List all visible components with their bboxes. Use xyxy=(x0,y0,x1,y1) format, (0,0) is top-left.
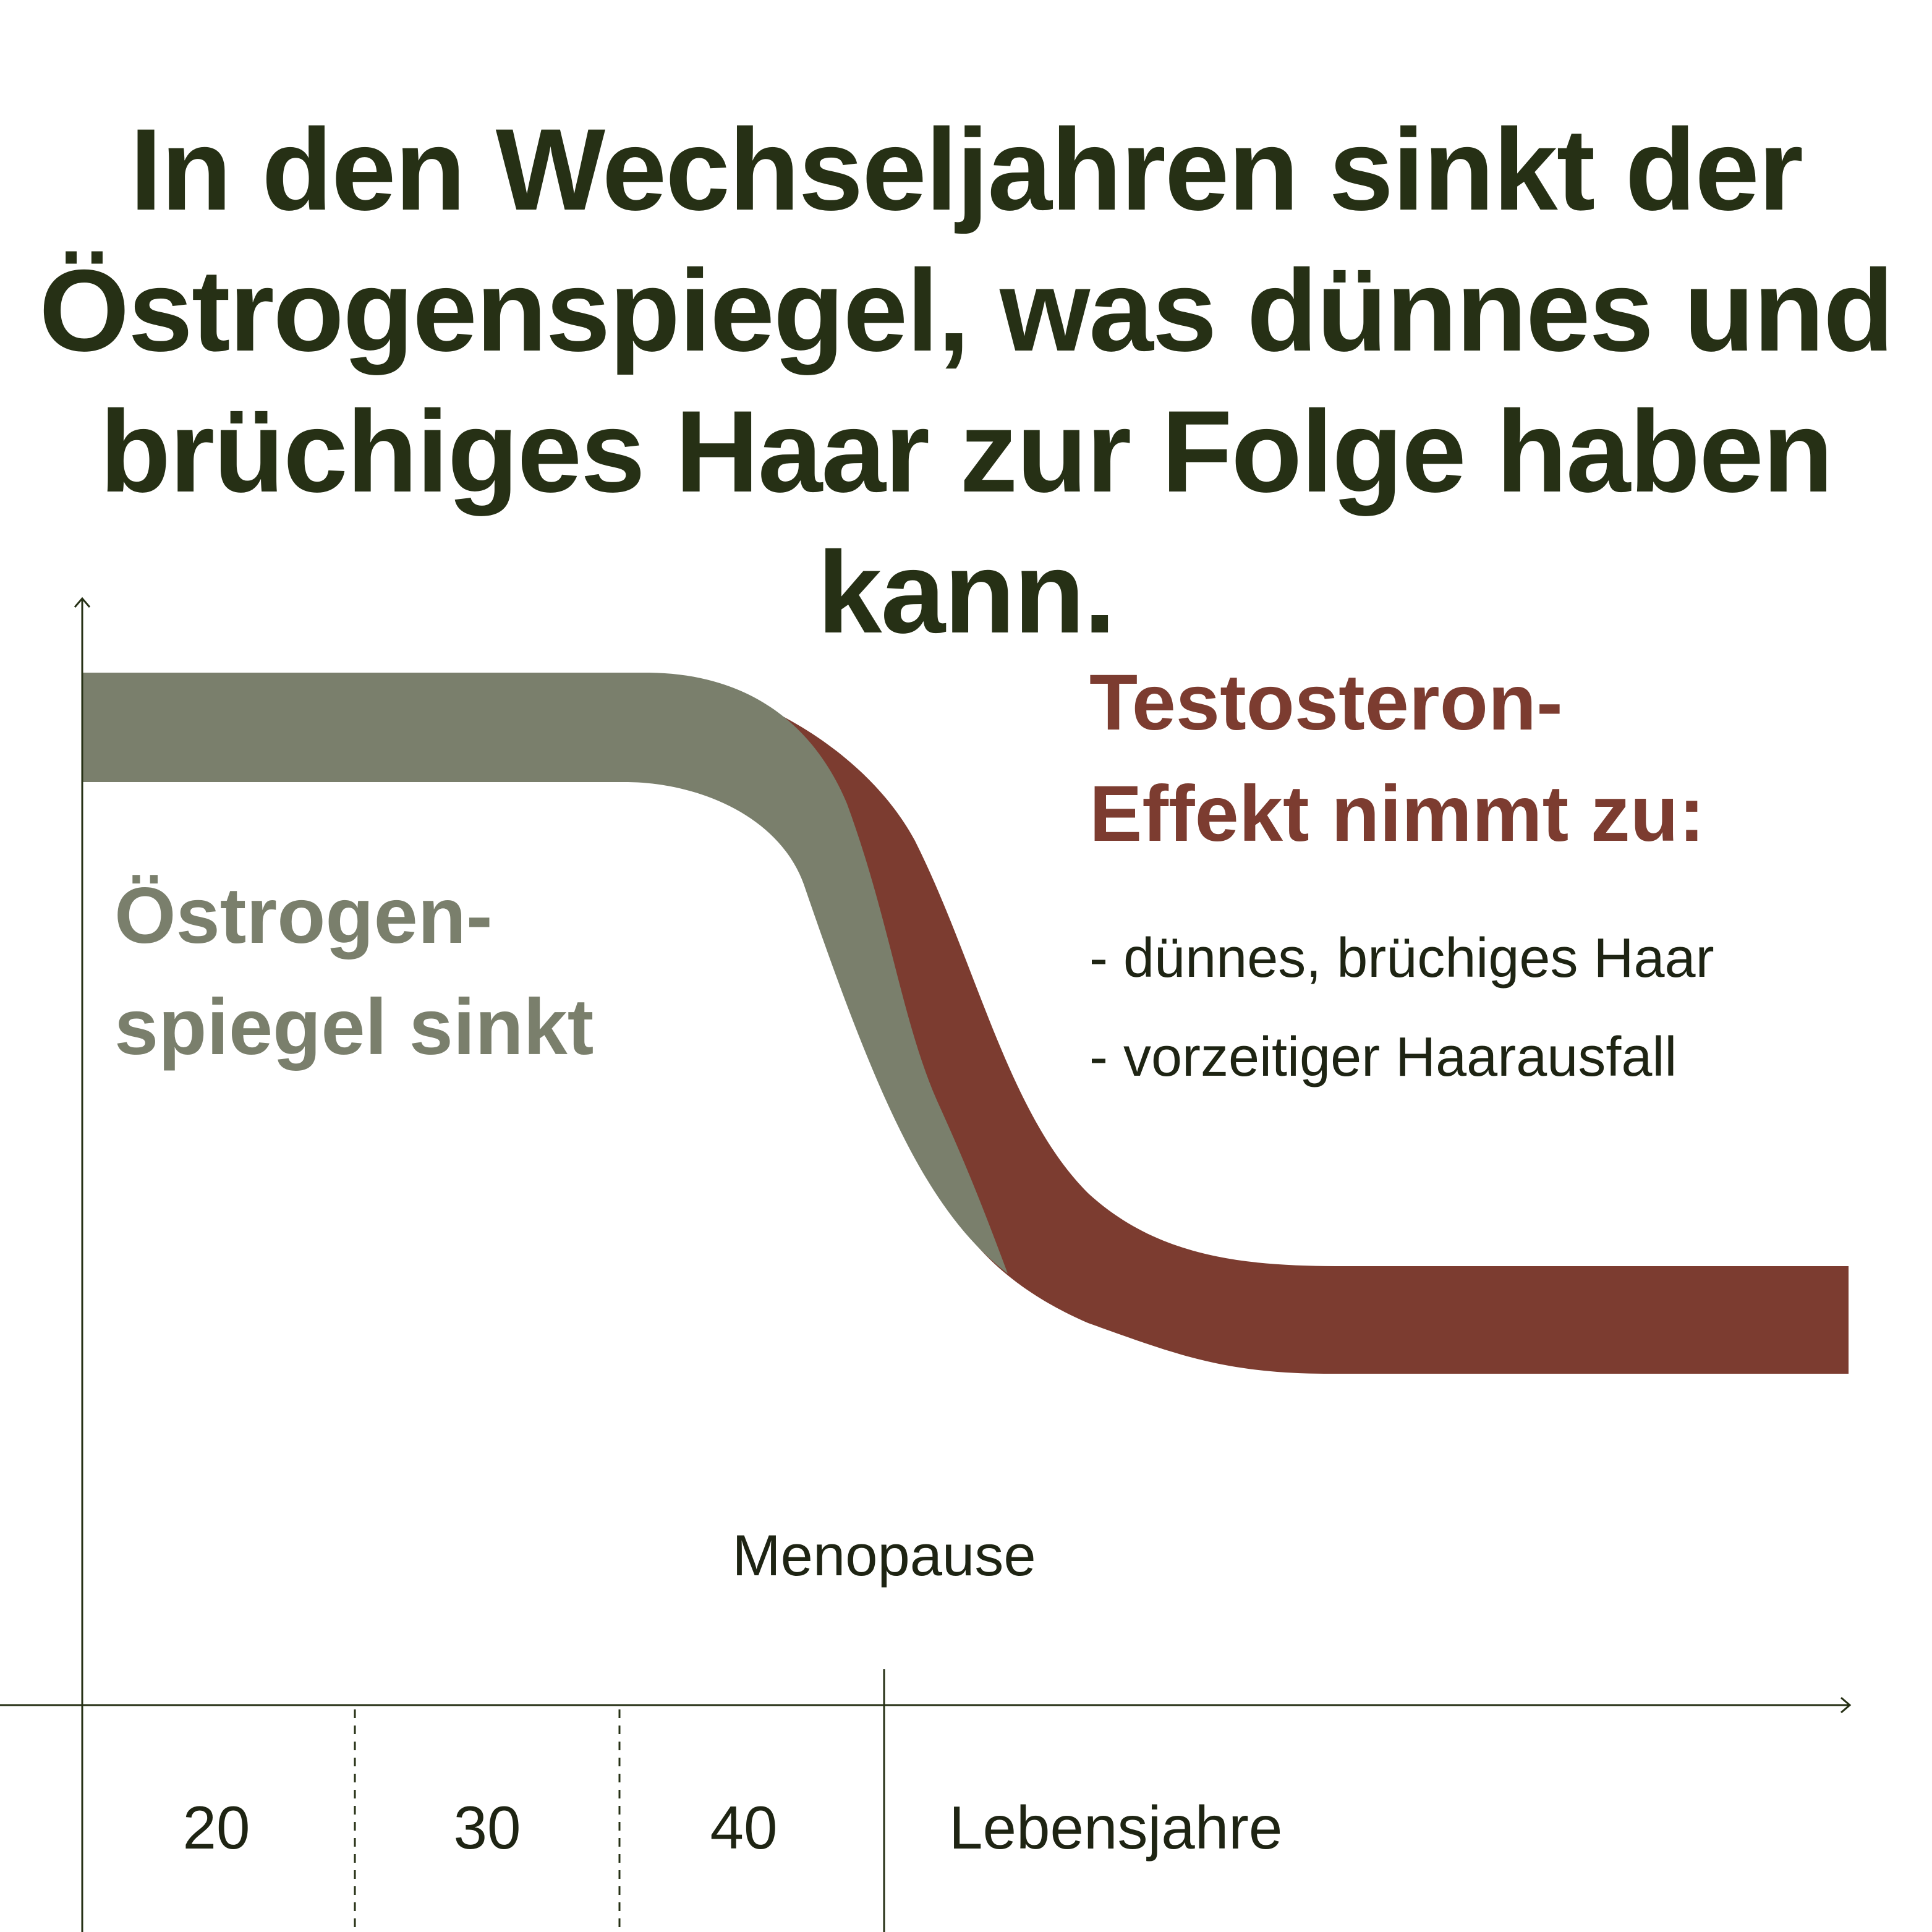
testosterone-label-line-2: Effekt nimmt zu: xyxy=(1089,770,1705,858)
headline-line-3: brüchiges Haar zur Folge haben kann. xyxy=(100,386,1833,657)
tick-label-40: 40 xyxy=(710,1794,777,1862)
headline-line-1: In den Wechseljahren sinkt der xyxy=(129,104,1803,234)
y-axis-arrow-icon xyxy=(74,597,91,608)
estrogen-label-line-1: Östrogen- xyxy=(114,872,493,960)
estrogen-label: Östrogen- spiegel sinkt xyxy=(114,872,594,1071)
effect-item-1: - dünnes, brüchiges Haar xyxy=(1089,927,1714,989)
estrogen-label-line-2: spiegel sinkt xyxy=(114,983,594,1071)
headline-line-2: Östrogenspiegel, was dünnes und xyxy=(39,245,1894,375)
testosterone-label-line-1: Testosteron- xyxy=(1089,658,1563,747)
estrogen-curve xyxy=(82,673,1008,1274)
x-axis-arrow-icon xyxy=(1841,1696,1852,1714)
effect-item-2: - vorzeitiger Haarausfall xyxy=(1089,1026,1677,1088)
headline: In den Wechseljahren sinkt der Östrogens… xyxy=(0,99,1932,663)
x-axis-label: Lebensjahre xyxy=(949,1794,1282,1862)
effects-list: - dünnes, brüchiges Haar - vorzeitiger H… xyxy=(1089,927,1730,1088)
testosterone-label: Testosteron- Effekt nimmt zu: xyxy=(1089,658,1705,858)
menopause-label: Menopause xyxy=(732,1523,1036,1588)
tick-label-20: 20 xyxy=(182,1794,250,1862)
tick-label-30: 30 xyxy=(453,1794,521,1862)
